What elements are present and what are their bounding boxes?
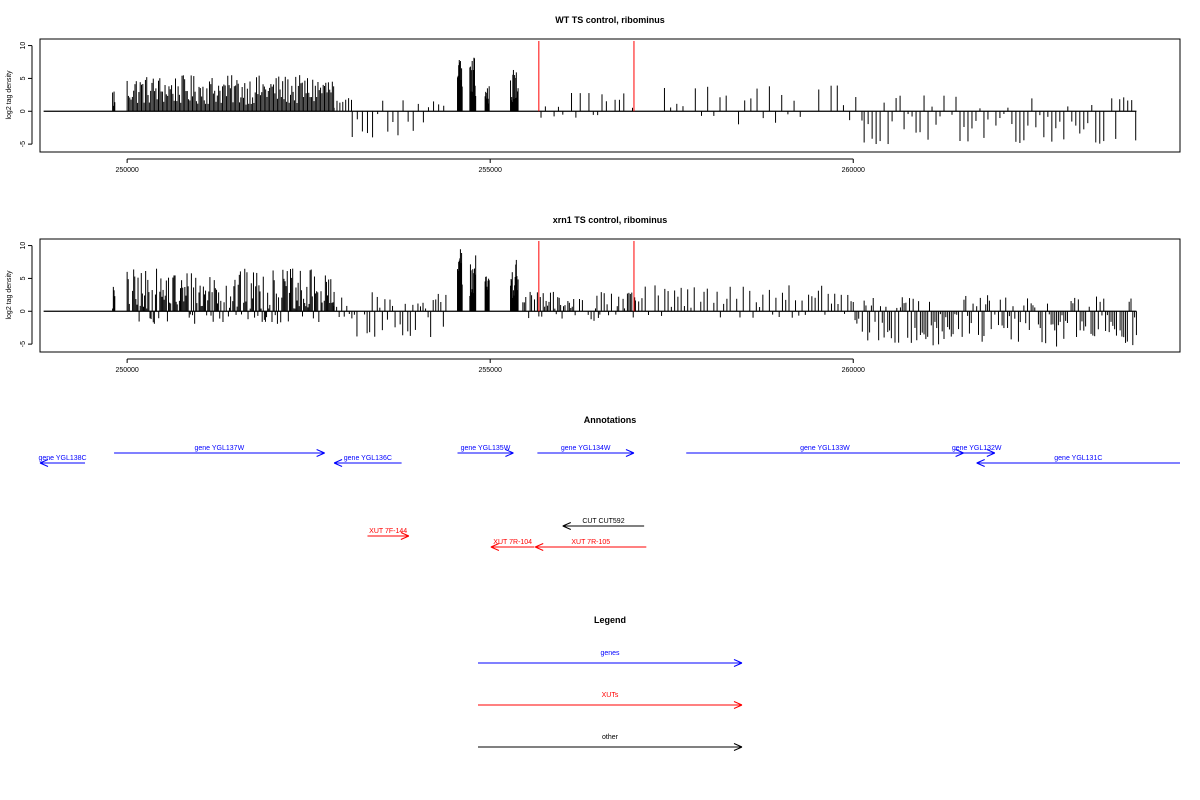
legend-label: other [602, 734, 619, 741]
annotation-label: XUT 7R-105 [571, 539, 610, 546]
annotation-label: CUT CUT592 [582, 518, 624, 525]
arrowhead [733, 662, 743, 667]
annotation-label: gene YGL132W [952, 445, 1002, 452]
arrowhead [400, 535, 410, 540]
y-tick-label: 0 [20, 109, 27, 113]
marker-lines-wt [538, 40, 635, 112]
x-axis-xrn1: 250000 255000 260000 [115, 358, 865, 374]
legend-panel: Legend genes XUTs other [478, 615, 743, 751]
arrowhead [505, 449, 514, 454]
annotation-label: gene YGL134W [561, 445, 611, 452]
x-tick-label: 250000 [115, 367, 138, 374]
arrowhead [400, 532, 410, 537]
y-tick-label: 5 [20, 276, 27, 280]
annotation-features: gene YGL138C gene YGL137W gene YGL136C gene… [38, 445, 1180, 551]
y-axis-label-wt: log2 tag density [6, 70, 13, 120]
annotation-label: gene YGL138C [38, 455, 86, 462]
y-axis-wt: -5 0 5 10 [20, 42, 33, 147]
arrowhead [535, 543, 544, 548]
x-tick-label: 260000 [842, 167, 865, 174]
arrowhead [316, 452, 325, 457]
arrowhead [733, 746, 743, 751]
arrowhead [535, 546, 544, 551]
arrowhead [955, 449, 964, 454]
arrowhead [986, 452, 996, 457]
coverage-plot-wt: WT TS control, ribominus log2 tag densit… [6, 15, 1181, 174]
annotation-label: XUT 7F-144 [369, 528, 407, 535]
x-tick-label: 260000 [842, 367, 865, 374]
arrowhead [986, 449, 996, 454]
annotation-label: gene YGL133W [800, 445, 850, 452]
arrowhead [976, 462, 985, 467]
arrowhead [976, 459, 985, 464]
x-axis-wt: 250000 255000 260000 [115, 158, 865, 174]
arrowhead [625, 452, 635, 457]
plot-frame-wt [39, 38, 1181, 153]
y-tick-label: -5 [20, 341, 27, 347]
plot-title-wt: WT TS control, ribominus [555, 15, 665, 25]
plot-title-xrn1: xrn1 TS control, ribominus [553, 215, 668, 225]
arrowhead [39, 459, 49, 464]
y-axis-label-xrn1: log2 tag density [6, 270, 13, 320]
y-tick-label: 10 [20, 42, 27, 50]
arrowhead [625, 449, 635, 454]
signal-bars-xrn1 [43, 249, 1137, 347]
y-tick-label: 10 [20, 242, 27, 250]
annotation-label: gene YGL137W [195, 445, 245, 452]
annotation-label: XUT 7R-104 [493, 539, 532, 546]
legend-label: genes [600, 650, 620, 657]
arrowhead [733, 659, 743, 664]
legend-label: XUTs [602, 692, 619, 699]
annotation-label: gene YGL135W [461, 445, 511, 452]
arrowhead [333, 462, 343, 467]
y-tick-label: -5 [20, 141, 27, 147]
y-tick-label: 0 [20, 309, 27, 313]
arrowhead [316, 449, 325, 454]
legend-items: genes XUTs other [478, 650, 743, 751]
legend-title: Legend [594, 615, 626, 625]
arrowhead [490, 543, 500, 548]
y-tick-label: 5 [20, 76, 27, 80]
arrowhead [562, 522, 572, 527]
arrowhead [333, 459, 343, 464]
annotations-title: Annotations [584, 415, 637, 425]
x-tick-label: 255000 [479, 367, 502, 374]
y-axis-xrn1: -5 0 5 10 [20, 242, 33, 347]
x-tick-label: 250000 [115, 167, 138, 174]
arrowhead [733, 701, 743, 706]
arrowhead [733, 704, 743, 709]
arrowhead [562, 525, 572, 530]
plot-frame-xrn1 [39, 238, 1181, 353]
arrowhead [955, 452, 964, 457]
arrowhead [505, 452, 514, 457]
marker-lines-xrn1 [538, 240, 635, 312]
arrowhead [39, 462, 49, 467]
annotation-label: gene YGL131C [1054, 455, 1102, 462]
x-tick-label: 255000 [479, 167, 502, 174]
signal-bars-wt [43, 57, 1137, 145]
coverage-plot-xrn1: xrn1 TS control, ribominus log2 tag dens… [6, 215, 1181, 374]
arrowhead [490, 546, 500, 551]
arrowhead [733, 743, 743, 748]
annotation-label: gene YGL136C [344, 455, 392, 462]
